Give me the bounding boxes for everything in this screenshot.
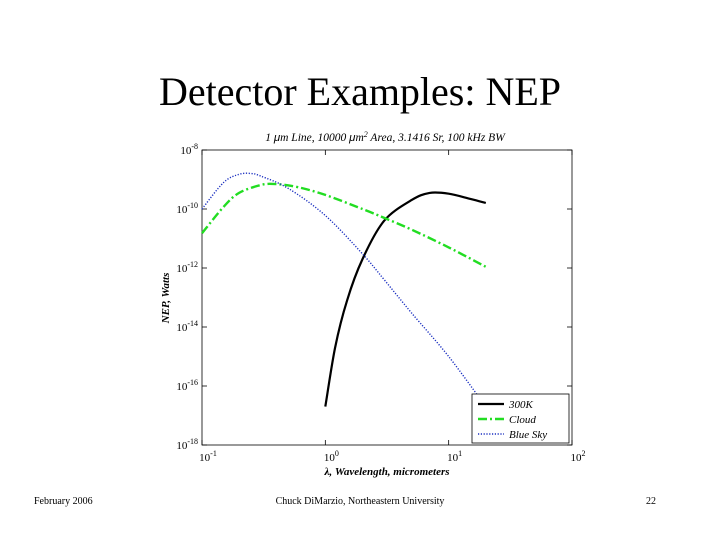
legend-label: Blue Sky [509,429,547,441]
y-tick-label: 10-18 [176,437,198,452]
y-tick-label: 10-12 [176,260,198,275]
plot-frame [201,149,573,446]
page-number: 22 [646,496,656,507]
slide-title: Detector Examples: NEP [158,69,562,114]
y-tick-label: 10-16 [176,378,198,393]
y-tick-label: 10-10 [176,201,198,216]
series-line-blue-sky [201,172,487,408]
y-tick-label: 10-14 [176,319,198,334]
x-axis-label: λ, Wavelength, micrometers [323,466,449,478]
x-tick-label: 102 [571,449,586,464]
legend-label: 300K [508,399,534,411]
series-line-cloud [201,182,487,268]
footer-date: February 2006 [34,496,93,507]
nep-chart: 1 μm Line, 10000 μm2 Area, 3.1416 Sr, 10… [160,130,586,478]
legend-box [471,393,570,444]
x-tick-label: 10-1 [199,449,217,464]
footer-author: Chuck DiMarzio, Northeastern University [275,496,445,507]
chart-title: 1 μm Line, 10000 μm2 Area, 3.1416 Sr, 10… [265,130,506,144]
series-line-300k [324,191,487,407]
x-tick-label: 101 [447,449,462,464]
y-axis-label: NEP, Watts [160,273,172,325]
y-tick-label: 10-8 [180,142,198,157]
x-tick-label: 100 [324,449,339,464]
legend-label: Cloud [509,414,536,426]
